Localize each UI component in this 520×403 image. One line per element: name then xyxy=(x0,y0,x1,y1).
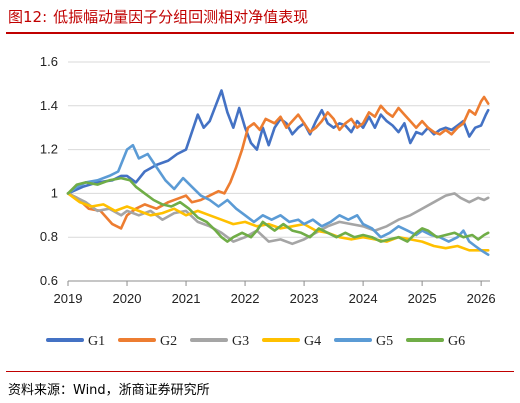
legend-label-g2: G2 xyxy=(160,334,177,349)
x-tick-label: 2019 xyxy=(54,291,83,306)
y-tick-label: 1.2 xyxy=(40,142,58,157)
series-line-g6 xyxy=(66,176,490,243)
source-note: 资料来源：Wind，浙商证券研究所 xyxy=(8,383,210,398)
x-axis: 2019 2020 2021 2022 2023 2024 2025 2026 xyxy=(54,280,496,306)
x-tick-label: 2023 xyxy=(290,291,319,306)
series-line-g3 xyxy=(66,192,490,246)
x-tick-label: 2024 xyxy=(349,291,378,306)
y-tick-label: 1 xyxy=(51,185,58,200)
line-chart: 0.6 0.8 1 1.2 1.4 1.6 2019 2020 2021 2022 2023 202… xyxy=(40,54,496,349)
series-lines xyxy=(66,89,490,256)
y-tick-label: 1.4 xyxy=(40,98,58,113)
legend-label-g3: G3 xyxy=(232,334,249,349)
title-rule xyxy=(6,32,514,34)
series-line-g2 xyxy=(66,95,490,230)
legend-label-g6: G6 xyxy=(448,334,465,349)
x-tick-label: 2020 xyxy=(113,291,142,306)
series-line-g4 xyxy=(66,192,490,252)
source-rule xyxy=(6,371,514,372)
x-tick-label: 2022 xyxy=(231,291,260,306)
gridlines xyxy=(68,61,490,238)
x-tick-label: 2026 xyxy=(467,291,496,306)
x-tick-label: 2025 xyxy=(408,291,437,306)
x-tick-label: 2021 xyxy=(172,291,201,306)
legend-label-g4: G4 xyxy=(304,334,321,349)
legend-label-g5: G5 xyxy=(376,334,393,349)
y-tick-label: 1.6 xyxy=(40,54,58,69)
figure-number: 图12: xyxy=(8,8,48,26)
y-axis: 0.6 0.8 1 1.2 1.4 1.6 xyxy=(40,54,58,288)
figure-title-text: 低振幅动量因子分组回测相对净值表现 xyxy=(53,8,309,26)
figure-title: 图12: 低振幅动量因子分组回测相对净值表现 xyxy=(8,6,308,27)
y-tick-label: 0.8 xyxy=(40,229,58,244)
y-tick-label: 0.6 xyxy=(40,273,58,288)
legend-label-g1: G1 xyxy=(88,334,105,349)
series-line-g5 xyxy=(66,143,490,256)
legend: G1 G2 G3 G4 G5 G6 xyxy=(46,334,465,349)
